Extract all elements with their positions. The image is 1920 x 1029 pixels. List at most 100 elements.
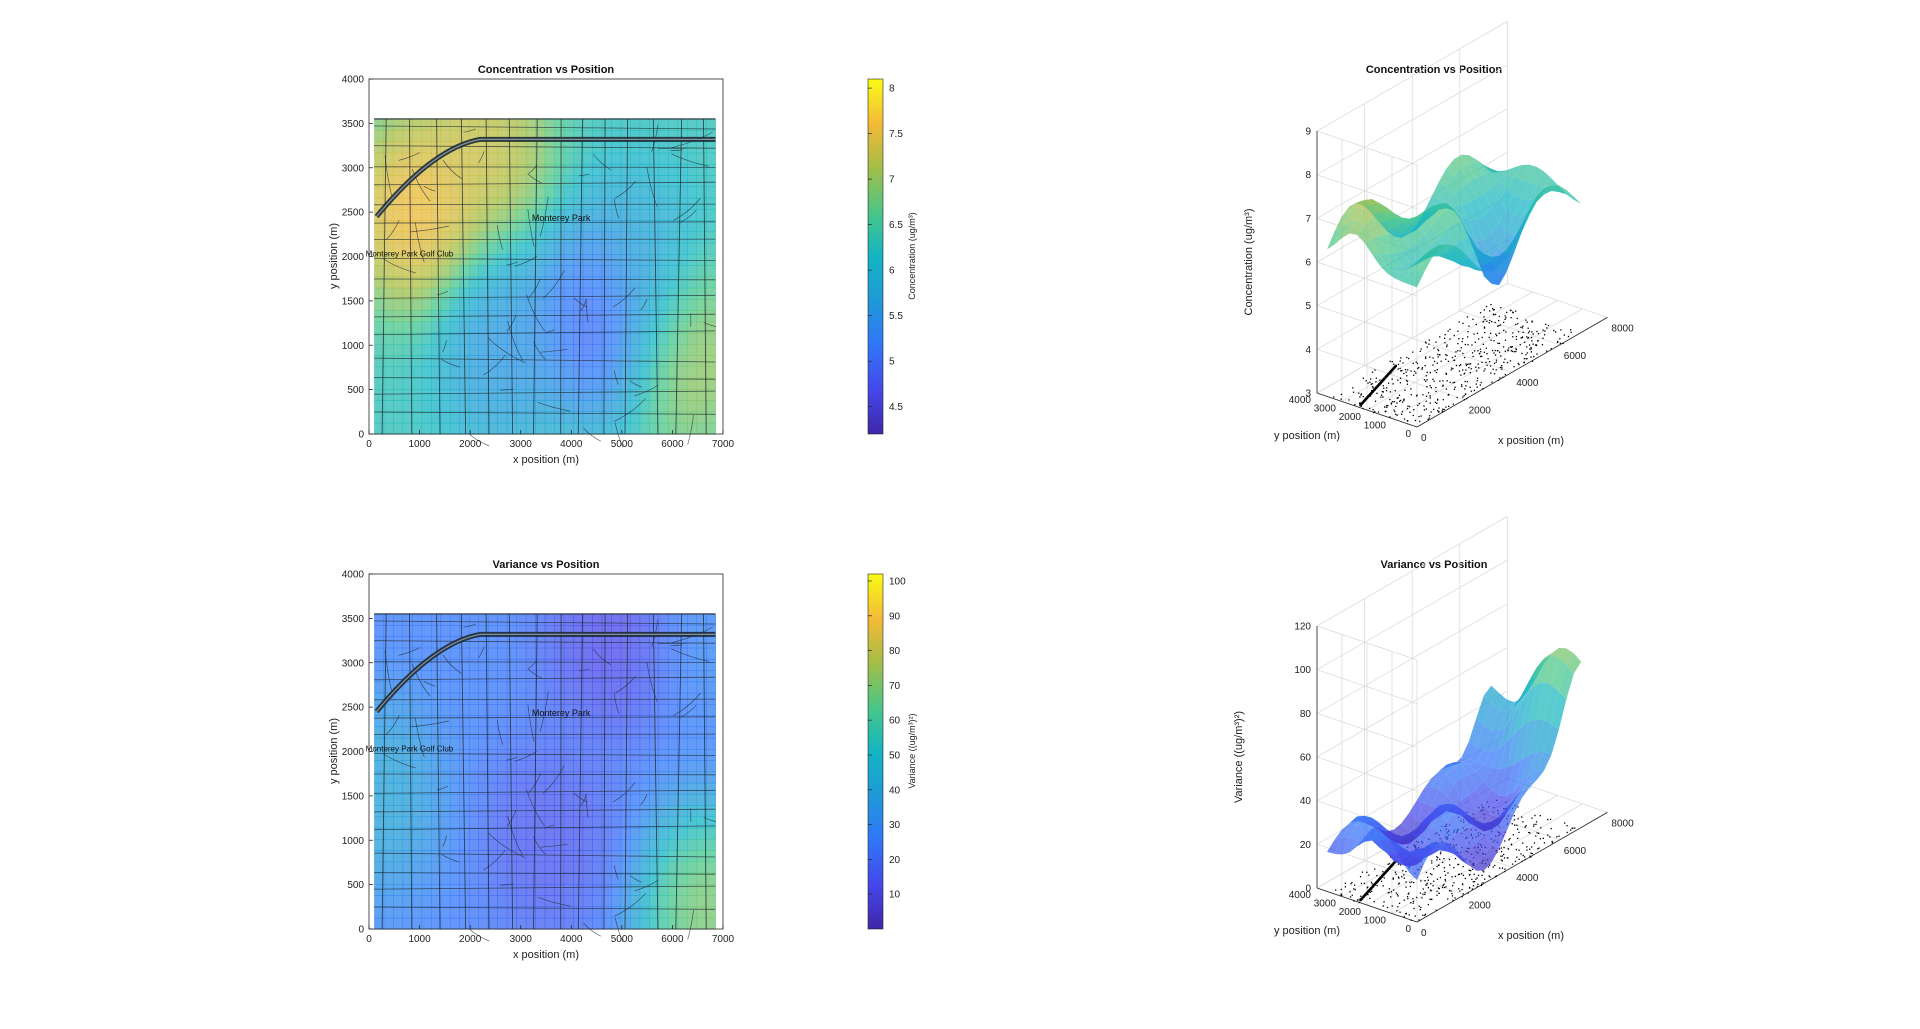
heatmap-cell <box>601 771 612 784</box>
surface-facet <box>1394 251 1410 266</box>
surface-facet <box>1558 664 1574 700</box>
scatter-point <box>1396 893 1399 896</box>
heatmap-cell <box>554 310 565 323</box>
heatmap-cell <box>421 231 432 244</box>
scatter-point <box>1477 883 1479 885</box>
heatmap-cell <box>497 906 508 919</box>
heatmap-cell <box>506 209 517 221</box>
scatter-point <box>1465 364 1468 367</box>
heatmap-cell <box>705 377 716 390</box>
street-curve <box>478 646 485 658</box>
scatter-point <box>1403 372 1405 375</box>
heatmap-cell <box>611 917 622 930</box>
heatmap-cell <box>497 704 508 716</box>
scatter-point <box>1412 900 1415 903</box>
heatmap-cell <box>516 726 527 739</box>
heatmap-cell <box>506 782 517 795</box>
street-curve <box>614 180 636 199</box>
surface-facet <box>1461 253 1477 268</box>
scatter-point <box>1397 379 1399 381</box>
heatmap-cell <box>506 636 517 649</box>
street-line <box>374 661 716 663</box>
heatmap-cell <box>677 344 688 356</box>
scatter-point <box>1398 877 1400 879</box>
heatmap-cell <box>677 276 688 289</box>
heatmap-cell <box>440 647 451 660</box>
scatter-point <box>1396 414 1398 416</box>
heatmap-cell <box>374 839 385 851</box>
heatmap-cell <box>668 332 679 345</box>
scatter-point <box>1453 882 1455 884</box>
scatter-point <box>1359 396 1361 398</box>
scatter-point <box>1425 342 1427 344</box>
scatter-point <box>1386 387 1388 389</box>
heatmap-cell <box>468 636 479 649</box>
heatmap-cell <box>554 175 565 188</box>
scatter-point <box>1426 884 1428 886</box>
y-tick-label: 4000 <box>342 570 365 581</box>
heatmap-cell <box>658 895 669 908</box>
heatmap-cell <box>668 839 679 851</box>
heatmap-cell <box>696 186 707 199</box>
heatmap-cell <box>677 771 688 784</box>
surface-facet <box>1476 193 1492 216</box>
heatmap-cell <box>478 760 489 773</box>
x-tick-label: 6000 <box>661 934 684 945</box>
heatmap-cell <box>582 220 593 233</box>
heatmap-cell <box>582 186 593 199</box>
heatmap-cell <box>478 658 489 671</box>
heatmap-cell <box>440 771 451 784</box>
heatmap-cell <box>431 726 442 739</box>
scatter-point <box>1512 336 1514 338</box>
surface-facet <box>1483 685 1499 704</box>
scatter-point <box>1461 884 1464 886</box>
scatter-point <box>1510 317 1512 319</box>
heatmap-cell <box>440 692 451 705</box>
heatmap-cell <box>611 377 622 390</box>
heatmap-cell <box>459 613 470 626</box>
heatmap-cell <box>412 816 423 829</box>
scatter-point <box>1531 340 1533 342</box>
heatmap-cell <box>677 377 688 390</box>
heatmap-cell <box>573 771 584 784</box>
heatmap-cell <box>478 299 489 311</box>
surface-facet <box>1431 199 1447 212</box>
heatmap-cell <box>478 220 489 233</box>
heatmap-cell <box>639 647 650 660</box>
street-line <box>409 613 413 930</box>
heatmap-cell <box>658 636 669 649</box>
heatmap-cell <box>563 197 574 210</box>
scatter-point <box>1499 366 1501 369</box>
heatmap-cell <box>478 265 489 278</box>
scatter-point <box>1522 331 1524 333</box>
surface-facet <box>1371 214 1387 236</box>
surface-facet <box>1364 239 1380 255</box>
heatmap-cell <box>393 839 404 851</box>
scatter-point <box>1481 336 1483 339</box>
surface-facet <box>1483 748 1499 768</box>
heatmap-cell <box>449 344 460 356</box>
heatmap-cell <box>582 130 593 143</box>
heatmap-cell <box>440 872 451 885</box>
heatmap-cell <box>687 771 698 784</box>
street-curve <box>441 854 460 863</box>
surface-facet <box>1394 223 1410 233</box>
heatmap-cell <box>668 906 679 919</box>
heatmap-cell <box>601 287 612 300</box>
surface-facet <box>1506 798 1522 814</box>
scatter-point <box>1483 351 1485 353</box>
heatmap-cell <box>658 118 669 131</box>
heatmap-cell <box>582 805 593 818</box>
heatmap-cell <box>573 670 584 683</box>
heatmap-cell <box>402 197 413 210</box>
scatter-point <box>1535 835 1537 837</box>
heatmap-cell <box>402 152 413 165</box>
heatmap-cell <box>383 220 394 233</box>
heatmap-cell <box>687 220 698 233</box>
heatmap-cell <box>497 299 508 311</box>
y-tick-label: 3500 <box>342 614 365 625</box>
scatter-point <box>1453 381 1456 383</box>
surface-facet <box>1528 770 1544 782</box>
scatter-point <box>1399 360 1401 362</box>
surface-facet <box>1409 258 1425 265</box>
